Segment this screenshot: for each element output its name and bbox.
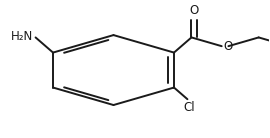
Text: O: O — [190, 4, 199, 17]
Text: Cl: Cl — [183, 101, 195, 114]
Text: O: O — [223, 40, 232, 53]
Text: H₂N: H₂N — [11, 30, 33, 43]
